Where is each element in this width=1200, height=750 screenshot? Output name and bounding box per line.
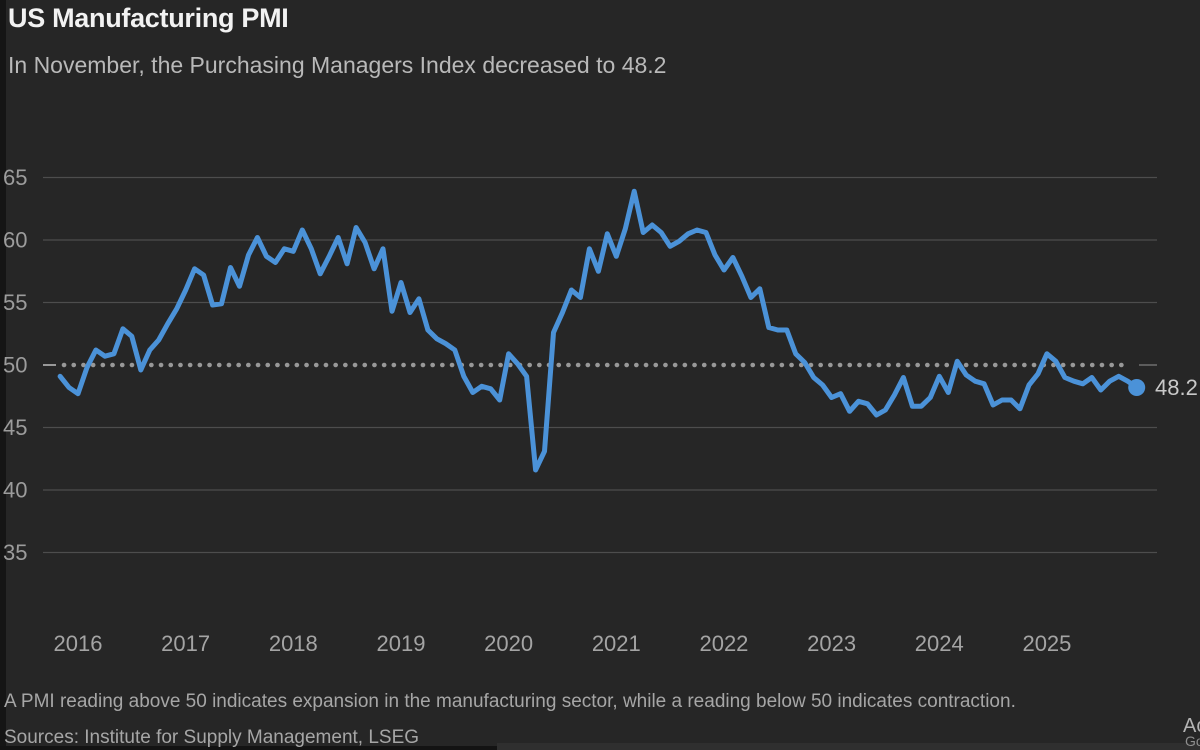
x-tick-label-2021: 2021 [592,631,641,656]
x-tick-label-2024: 2024 [915,631,964,656]
latest-value-label: 48.2 [1155,375,1198,400]
x-tick-label-2019: 2019 [377,631,426,656]
chart-footnote: A PMI reading above 50 indicates expansi… [4,691,1016,712]
corner-credit-fragment-1: Ac [1183,715,1200,737]
y-tick-label-45: 45 [3,415,27,440]
endpoint-marker [1128,379,1146,396]
y-tick-label-60: 60 [3,228,27,253]
x-tick-label-2022: 2022 [699,631,748,656]
corner-credit-fragment-2: Go [1185,733,1200,749]
x-tick-label-2020: 2020 [484,631,533,656]
y-tick-label-55: 55 [3,290,27,315]
y-tick-label-35: 35 [3,540,27,565]
pmi-series-line [57,188,1140,473]
y-tick-label-40: 40 [3,478,27,503]
chart-sources: Sources: Institute for Supply Management… [4,727,420,748]
chart-subtitle: In November, the Purchasing Managers Ind… [8,52,667,78]
window-bottom-edge-right [497,743,1200,750]
x-tick-label-2023: 2023 [807,631,856,656]
x-tick-label-2025: 2025 [1022,631,1071,656]
window-left-edge [0,0,6,750]
x-tick-label-2018: 2018 [269,631,318,656]
pmi-line-chart: 35 40 45 50 55 60 65 2016 2017 2018 2019 2020 2021 20… [3,165,1157,656]
y-tick-label-65: 65 [3,165,27,190]
y-tick-label-50: 50 [3,353,27,378]
window-bottom-edge-left [0,746,497,750]
chart-title: US Manufacturing PMI [8,3,289,33]
x-tick-label-2016: 2016 [54,631,103,656]
x-tick-label-2017: 2017 [161,631,210,656]
